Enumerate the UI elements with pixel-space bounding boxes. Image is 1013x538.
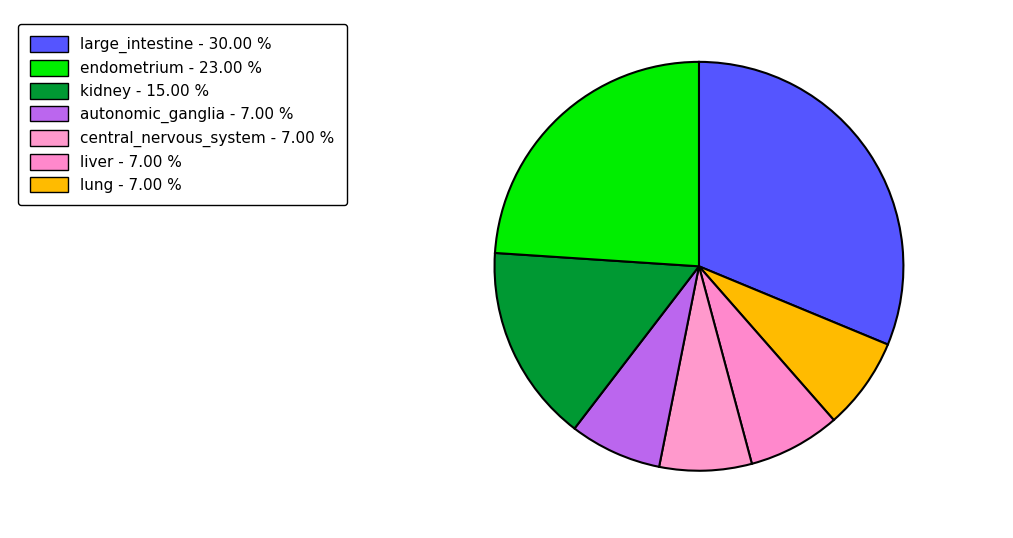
Wedge shape — [495, 62, 699, 266]
Wedge shape — [699, 266, 834, 464]
Wedge shape — [699, 266, 887, 420]
Wedge shape — [659, 266, 752, 471]
Wedge shape — [699, 62, 904, 344]
Wedge shape — [574, 266, 699, 467]
Wedge shape — [494, 253, 699, 428]
Legend: large_intestine - 30.00 %, endometrium - 23.00 %, kidney - 15.00 %, autonomic_ga: large_intestine - 30.00 %, endometrium -… — [18, 24, 346, 205]
